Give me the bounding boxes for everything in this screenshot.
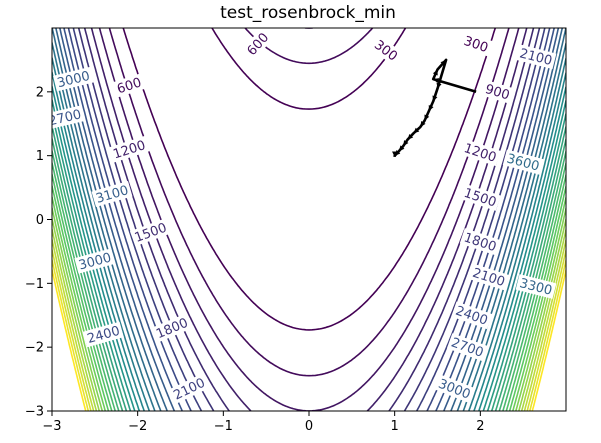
contour-label-background <box>151 313 193 343</box>
contour-label: 900 <box>483 82 511 104</box>
contour-label: 1500 <box>133 221 169 246</box>
y-tick-label: 2 <box>36 85 44 100</box>
x-tick-label: −3 <box>42 419 61 434</box>
x-axis: −3 −2 −1 0 1 2 <box>42 411 484 434</box>
contour-level-1200 <box>90 28 528 411</box>
optimizer-path <box>392 58 477 157</box>
contour-label-background <box>459 138 501 167</box>
y-tick-label: 0 <box>36 213 44 228</box>
contour-label-group: 3100 <box>91 181 133 207</box>
contour-label-background <box>515 274 557 299</box>
contour-label-background <box>369 34 403 66</box>
contour-level-5700 <box>52 125 566 411</box>
contour-level-4200 <box>52 57 566 411</box>
contour-level-8700 <box>52 239 566 411</box>
contour-label-background <box>433 374 476 404</box>
contour-level-6600 <box>52 162 566 411</box>
optimizer-step-arrowhead <box>420 121 426 127</box>
contour-label-group: 900 <box>480 79 515 104</box>
contour-label-background <box>459 31 493 57</box>
contour-label-group: 300 <box>459 31 493 57</box>
optimizer-step-arrowhead <box>428 104 434 111</box>
contour-label-background <box>446 333 489 362</box>
contour-level-900 <box>98 28 520 411</box>
optimizer-step-arrowhead <box>392 151 398 157</box>
optimizer-step-arrowhead <box>394 149 401 156</box>
contour-label-group: 2100 <box>168 373 210 405</box>
x-tick-label: 1 <box>391 419 399 434</box>
contour-label-background <box>82 321 124 348</box>
x-tick-label: −2 <box>128 419 147 434</box>
contour-level-3900 <box>52 42 566 411</box>
contour-label-background <box>112 73 146 98</box>
contour-label-background <box>129 218 172 247</box>
contour-label-background <box>168 373 210 405</box>
contour-label: 2400 <box>453 304 489 329</box>
contour-level-3300 <box>55 28 564 411</box>
contour-label: 3300 <box>518 276 554 299</box>
contour-level-9000 <box>52 249 566 411</box>
contour-label-group: 600 <box>241 28 274 61</box>
contour-level-600 <box>108 28 510 377</box>
contour-label-background <box>74 248 116 274</box>
y-tick-label: −3 <box>25 405 44 420</box>
optimizer-step-arrowhead <box>436 82 442 89</box>
contour-label-group: 2400 <box>451 301 493 330</box>
optimizer-step-arrowhead <box>413 127 420 134</box>
contour-level-300 <box>122 28 497 331</box>
x-tick-label: 0 <box>305 419 313 434</box>
contour-level-9600 <box>52 269 566 411</box>
x-tick-label: −1 <box>214 419 233 434</box>
contour-lines <box>52 28 566 411</box>
y-tick-label: −1 <box>25 277 44 292</box>
contour-level-9300 <box>52 259 566 411</box>
contour-label-background <box>53 66 94 92</box>
contour-label-background <box>502 149 544 175</box>
contour-label-background <box>480 79 515 104</box>
optimizer-step-arrowhead <box>398 145 405 152</box>
contour-label-background <box>91 181 133 207</box>
contour-label-group: 2700 <box>446 333 489 362</box>
contour-label: 1500 <box>462 186 498 211</box>
contour-level-7800 <box>52 207 566 411</box>
contour-label-group: 600 <box>112 73 146 98</box>
plot-area: 600 300 3002100900120015001800210024002700… <box>51 27 567 412</box>
contour-label: 600 <box>115 75 143 97</box>
y-tick-label: −2 <box>25 341 44 356</box>
contour-label-background <box>52 105 86 130</box>
y-tick-label: 1 <box>36 149 44 164</box>
contour-level-8100 <box>52 218 566 411</box>
optimizer-step-arrowhead <box>403 140 409 147</box>
chart-title: test_rosenbrock_min <box>220 3 396 23</box>
optimizer-step-arrowhead <box>433 78 440 84</box>
contour-label-background <box>459 228 501 256</box>
contour-label-background <box>468 263 510 291</box>
contour-level-6000 <box>52 138 566 411</box>
contour-level-8400 <box>52 228 566 411</box>
y-axis: −3 −2 −1 0 1 2 <box>25 85 52 420</box>
contour-label-background <box>108 135 150 163</box>
contour-label-background <box>241 28 274 61</box>
contour-label-group: 1800 <box>151 313 193 343</box>
contour-label: 2700 <box>449 335 485 360</box>
x-tick-label: 2 <box>476 419 484 434</box>
optimizer-step-arrowhead <box>407 133 414 140</box>
optimizer-step-arrowhead <box>432 95 438 102</box>
contour-label-background <box>451 301 493 330</box>
contour-level-1800 <box>77 28 541 411</box>
contour-label: 300 <box>462 34 490 56</box>
contour-level-5400 <box>52 112 566 411</box>
contour-label-background <box>515 44 557 70</box>
contour-level-4800 <box>52 85 566 411</box>
optimizer-step-arrowhead <box>424 114 430 121</box>
contour-level-6300 <box>52 150 566 411</box>
optimizer-step-arrowhead <box>440 59 447 66</box>
contour-label-background <box>459 183 501 211</box>
contour-label: 1800 <box>462 230 498 255</box>
contour-level-1500 <box>83 28 535 411</box>
optimizer-step-arrowhead <box>432 69 438 76</box>
